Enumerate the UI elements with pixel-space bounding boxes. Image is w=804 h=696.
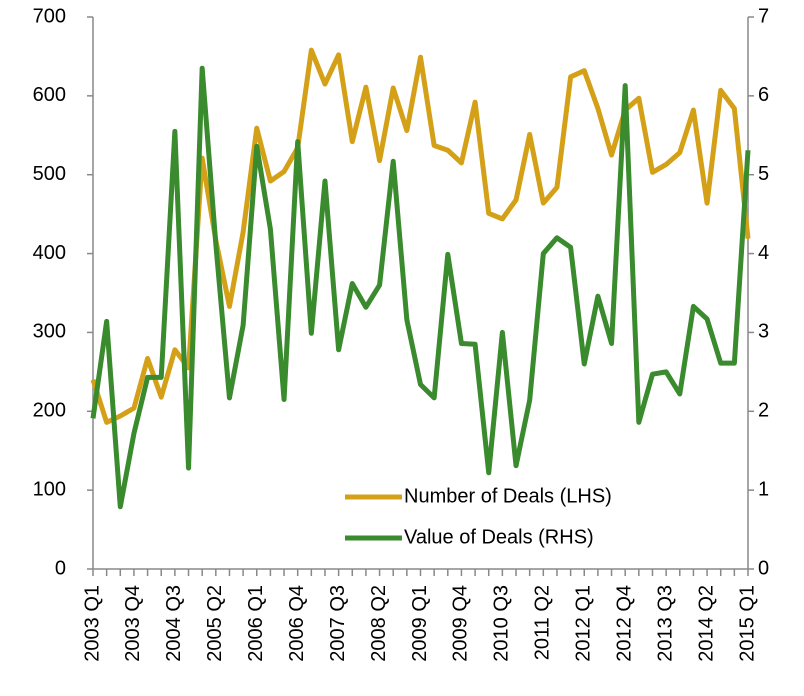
x-tick-label: 2005 Q2 <box>204 585 226 662</box>
y-tick-label: 100 <box>33 478 66 500</box>
x-tick-label: 2003 Q4 <box>122 585 144 662</box>
x-tick-label: 2004 Q3 <box>163 585 185 662</box>
y-tick-label: 400 <box>33 242 66 264</box>
y2-tick-label: 6 <box>758 84 769 106</box>
y2-tick-label: 3 <box>758 321 769 343</box>
y2-tick-label: 1 <box>758 478 769 500</box>
series-line <box>90 65 751 510</box>
series-line <box>90 47 751 425</box>
y-tick-label: 700 <box>33 5 66 27</box>
x-tick-label: 2013 Q3 <box>654 585 676 662</box>
x-tick-label: 2011 Q2 <box>532 585 554 660</box>
x-tick-label: 2007 Q3 <box>327 585 349 662</box>
x-tick-label: 2012 Q1 <box>573 585 595 662</box>
y-tick-label: 600 <box>33 84 66 106</box>
legend-label: Number of Deals (LHS) <box>404 485 612 507</box>
x-tick-label: 2012 Q4 <box>613 585 635 662</box>
x-tick-label: 2009 Q1 <box>409 585 431 662</box>
x-tick-label: 2015 Q1 <box>736 585 758 662</box>
x-tick-label: 2008 Q2 <box>368 585 390 662</box>
legend-label: Value of Deals (RHS) <box>404 526 594 548</box>
x-tick-label: 2014 Q2 <box>695 585 717 662</box>
y2-tick-label: 7 <box>758 5 769 27</box>
y2-tick-label: 4 <box>758 242 769 264</box>
y-tick-label: 0 <box>55 557 66 579</box>
x-tick-label: 2009 Q4 <box>450 585 472 662</box>
y-tick-label: 500 <box>33 163 66 185</box>
y2-tick-label: 5 <box>758 163 769 185</box>
y2-tick-label: 2 <box>758 400 769 422</box>
y2-tick-label: 0 <box>758 557 769 579</box>
y-tick-label: 300 <box>33 321 66 343</box>
x-tick-label: 2006 Q4 <box>286 585 308 662</box>
y-tick-label: 200 <box>33 400 66 422</box>
x-tick-label: 2003 Q1 <box>81 585 103 662</box>
x-tick-label: 2010 Q3 <box>491 585 513 662</box>
x-tick-label: 2006 Q1 <box>245 585 267 662</box>
